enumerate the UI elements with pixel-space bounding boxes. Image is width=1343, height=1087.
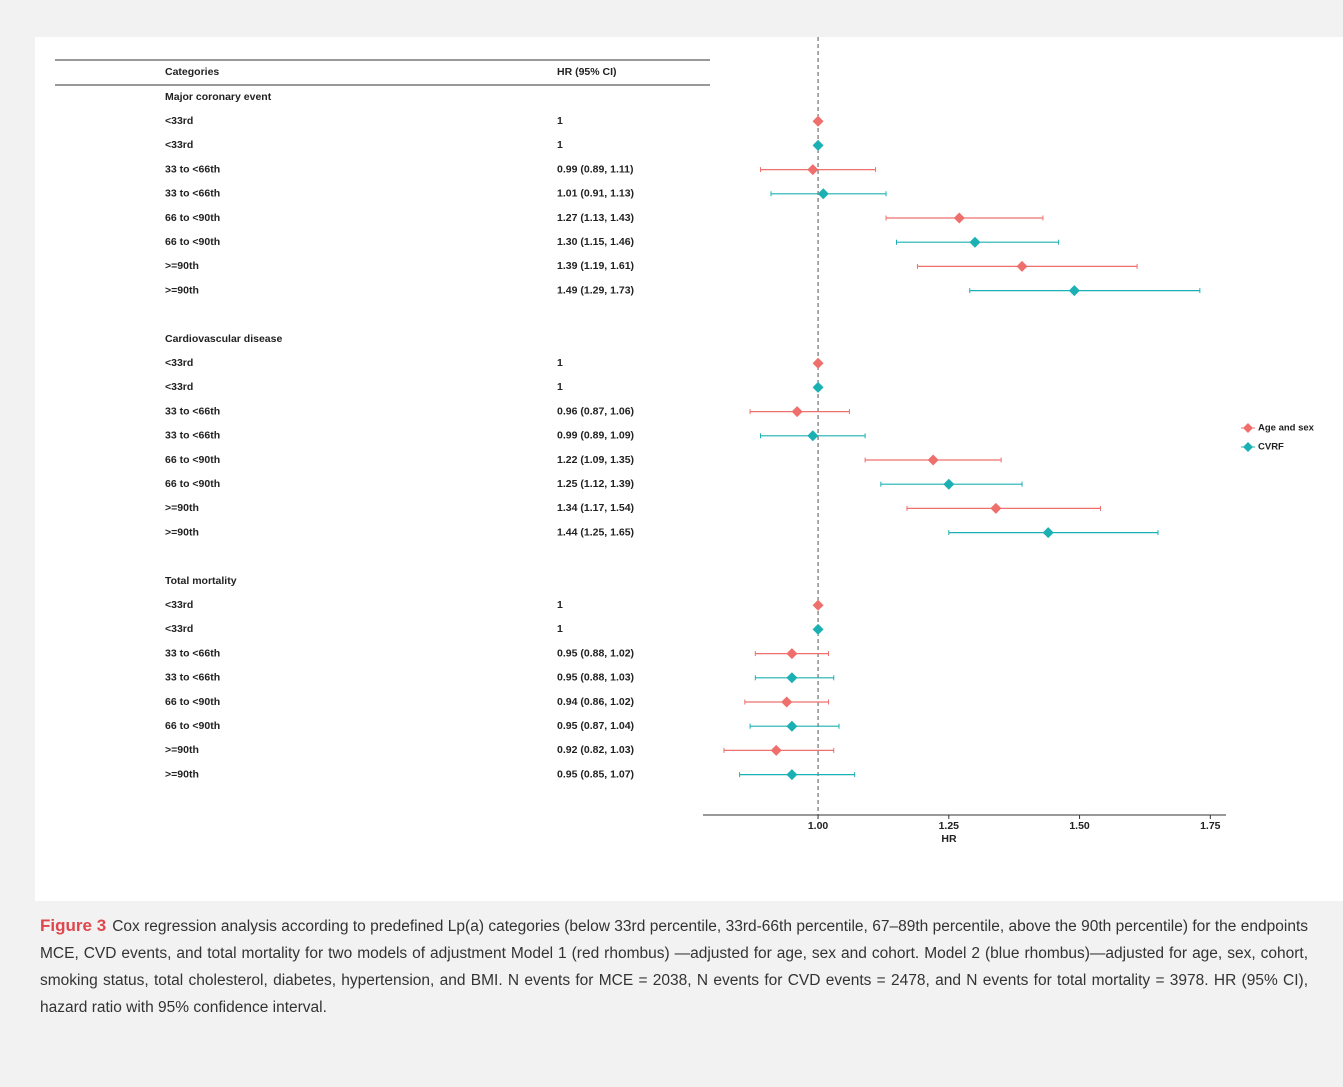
category-label: 66 to <90th	[165, 478, 220, 490]
value-label: 0.95 (0.88, 1.02)	[557, 647, 634, 659]
category-label: 66 to <90th	[165, 720, 220, 732]
category-label: <33rd	[165, 357, 193, 369]
hr-point	[1068, 285, 1080, 297]
category-label: 33 to <66th	[165, 188, 220, 200]
category-label: >=90th	[165, 260, 199, 272]
value-label: 0.99 (0.89, 1.11)	[557, 163, 633, 175]
value-label: 1.01 (0.91, 1.13)	[557, 188, 634, 200]
hr-point	[791, 406, 803, 418]
hr-point	[969, 236, 981, 248]
chart: Categories HR (95% CI) HR 1.00 1.25 1.50 1.…	[55, 37, 1315, 845]
legend-label: Age and sex	[1258, 423, 1315, 434]
category-label: 33 to <66th	[165, 672, 220, 684]
hr-point	[812, 381, 824, 393]
category-label: 33 to <66th	[165, 430, 220, 442]
group-label: Total mortality	[165, 575, 237, 587]
group-label: Major coronary event	[165, 91, 272, 103]
hr-point	[990, 502, 1002, 514]
category-label: <33rd	[165, 115, 193, 127]
value-label: 1	[557, 599, 563, 611]
value-label: 1.34 (1.17, 1.54)	[557, 502, 634, 514]
hr-point	[786, 672, 798, 684]
value-label: 1.30 (1.15, 1.46)	[557, 236, 634, 248]
value-label: 1	[557, 381, 563, 393]
caption-text: Cox regression analysis according to pre…	[40, 918, 1308, 1016]
value-label: 1	[557, 623, 563, 635]
x-tick-label: 1.00	[808, 820, 829, 832]
column-header: HR (95% CI)	[557, 66, 617, 78]
category-label: >=90th	[165, 768, 199, 780]
figure-label: Figure 3	[40, 916, 107, 935]
x-axis-label: HR	[941, 833, 957, 845]
hr-point	[807, 430, 819, 442]
hr-point	[786, 769, 798, 781]
category-label: >=90th	[165, 284, 199, 296]
hr-point	[953, 212, 965, 224]
hr-point	[770, 744, 782, 756]
category-label: 33 to <66th	[165, 163, 220, 175]
hr-point	[786, 720, 798, 732]
category-label: >=90th	[165, 744, 199, 756]
value-label: 0.96 (0.87, 1.06)	[557, 405, 634, 417]
hr-point	[812, 599, 824, 611]
value-label: 0.95 (0.87, 1.04)	[557, 720, 634, 732]
value-label: 1	[557, 139, 563, 151]
hr-point	[812, 139, 824, 151]
category-label: 33 to <66th	[165, 405, 220, 417]
value-label: 0.95 (0.88, 1.03)	[557, 672, 634, 684]
category-label: >=90th	[165, 502, 199, 514]
category-label: 66 to <90th	[165, 696, 220, 708]
value-label: 1.25 (1.12, 1.39)	[557, 478, 634, 490]
category-label: 66 to <90th	[165, 454, 220, 466]
x-tick-label: 1.50	[1069, 820, 1090, 832]
category-label: >=90th	[165, 526, 199, 538]
hr-point	[807, 164, 819, 176]
hr-point	[812, 357, 824, 369]
category-label: <33rd	[165, 139, 193, 151]
value-label: 1.44 (1.25, 1.65)	[557, 526, 634, 538]
value-label: 0.92 (0.82, 1.03)	[557, 744, 634, 756]
hr-point	[943, 478, 955, 490]
x-tick-label: 1.25	[939, 820, 960, 832]
hr-point	[1042, 527, 1054, 539]
hr-point	[781, 696, 793, 708]
value-label: 1.49 (1.29, 1.73)	[557, 284, 634, 296]
hr-point	[927, 454, 939, 466]
hr-point	[817, 188, 829, 200]
value-label: 1.27 (1.13, 1.43)	[557, 212, 634, 224]
category-label: 66 to <90th	[165, 212, 220, 224]
category-label: <33rd	[165, 599, 193, 611]
group-label: Cardiovascular disease	[165, 333, 282, 345]
value-label: 1	[557, 357, 563, 369]
value-label: 0.94 (0.86, 1.02)	[557, 696, 634, 708]
column-header: Categories	[165, 66, 219, 78]
value-label: 0.99 (0.89, 1.09)	[557, 430, 634, 442]
category-label: 33 to <66th	[165, 647, 220, 659]
figure-panel	[35, 37, 1343, 901]
value-label: 1.22 (1.09, 1.35)	[557, 454, 634, 466]
value-label: 1	[557, 115, 563, 127]
x-tick-label: 1.75	[1200, 820, 1221, 832]
hr-point	[812, 115, 824, 127]
category-label: <33rd	[165, 623, 193, 635]
hr-point	[812, 623, 824, 635]
hr-point	[1016, 260, 1028, 272]
value-label: 1.39 (1.19, 1.61)	[557, 260, 634, 272]
category-label: 66 to <90th	[165, 236, 220, 248]
value-label: 0.95 (0.85, 1.07)	[557, 768, 634, 780]
figure-caption: Figure 3 Cox regression analysis accordin…	[40, 912, 1308, 1021]
legend-label: CVRF	[1258, 442, 1284, 453]
hr-point	[786, 648, 798, 660]
category-label: <33rd	[165, 381, 193, 393]
